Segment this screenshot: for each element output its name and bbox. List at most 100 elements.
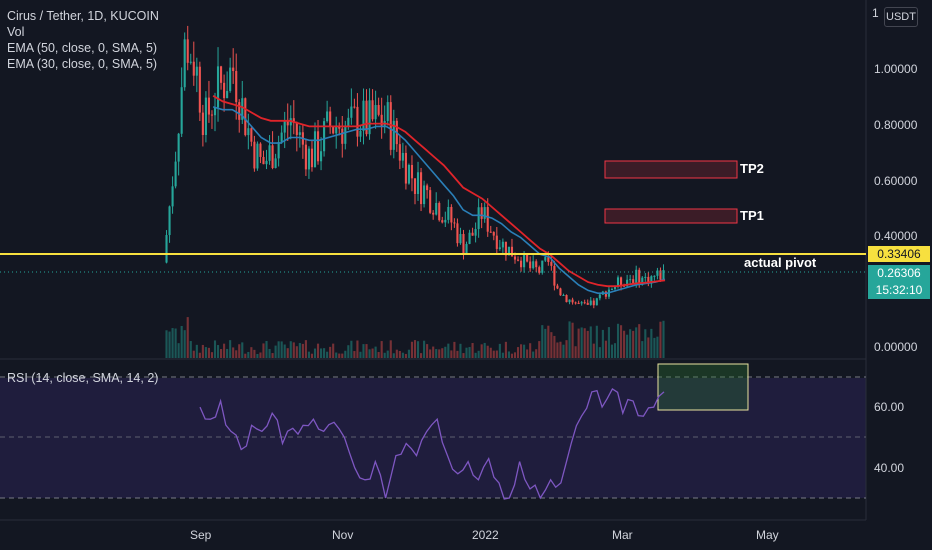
volume-bar <box>623 330 626 358</box>
candle-body <box>486 207 489 232</box>
candle-body <box>274 158 277 169</box>
candle-body <box>592 300 595 306</box>
volume-bar <box>641 341 644 358</box>
volume-bar <box>613 343 617 358</box>
candle-body <box>186 39 189 63</box>
candle-body <box>244 98 247 136</box>
candle-body <box>435 203 438 215</box>
volume-bar <box>220 348 223 358</box>
tp2-zone[interactable] <box>604 160 738 179</box>
volume-bar <box>513 352 517 358</box>
volume-bar <box>189 341 192 358</box>
volume-bar <box>316 343 320 358</box>
volume-bar <box>377 352 380 358</box>
volume-bar <box>213 340 217 358</box>
candle-body <box>359 130 362 137</box>
volume-bar <box>583 328 586 358</box>
candle-body <box>332 126 335 134</box>
tp1-label: TP1 <box>740 208 764 223</box>
volume-indicator-label[interactable]: Vol <box>7 25 25 39</box>
candle-body <box>492 232 495 236</box>
candle-body <box>413 178 417 194</box>
candle-body <box>577 302 580 304</box>
volume-bar <box>413 340 417 358</box>
volume-bar <box>568 321 571 358</box>
symbol-title[interactable]: Cirus / Tether, 1D, KUCOIN <box>7 9 159 23</box>
volume-bar <box>410 341 414 358</box>
volume-bar <box>226 348 229 358</box>
candle-body <box>232 67 235 72</box>
candle-body <box>501 241 504 248</box>
volume-bar <box>516 347 520 358</box>
chart-legend: Cirus / Tether, 1D, KUCOIN Vol EMA (50, … <box>7 8 159 72</box>
candle-body <box>198 66 201 113</box>
candle-body <box>401 152 404 161</box>
candle-body <box>326 111 329 122</box>
volume-bar <box>441 348 444 358</box>
volume-bar <box>429 349 432 358</box>
tp1-zone[interactable] <box>604 208 738 224</box>
candle-body <box>323 121 326 152</box>
x-tick-2022: 2022 <box>472 528 499 542</box>
candle-body <box>347 117 350 126</box>
volume-bar <box>344 350 347 358</box>
volume-bar <box>280 341 283 358</box>
volume-bar <box>271 353 274 358</box>
volume-bar <box>207 347 210 358</box>
volume-bar <box>180 325 183 358</box>
volume-bar <box>483 342 486 358</box>
volume-bar <box>532 351 535 358</box>
volume-bar <box>347 345 350 358</box>
volume-bar <box>589 326 592 358</box>
volume-bar <box>259 352 262 358</box>
candlesticks <box>165 25 665 309</box>
volume-bar <box>407 349 410 358</box>
currency-button[interactable]: USDT <box>884 7 918 27</box>
candle-body <box>283 120 286 133</box>
candle-body <box>292 118 295 123</box>
volume-bar <box>489 347 492 358</box>
volume-bar <box>420 353 423 358</box>
candle-body <box>626 279 629 287</box>
candle-body <box>444 219 447 223</box>
y-tick-0.60000: 0.60000 <box>874 174 918 188</box>
volume-bar <box>232 347 235 358</box>
rsi-highlight-box[interactable] <box>657 363 749 411</box>
candle-body <box>589 300 592 305</box>
volume-bar <box>656 336 659 358</box>
volume-bar <box>341 353 344 358</box>
volume-bar <box>580 327 583 358</box>
candle-body <box>535 261 538 268</box>
candle-body <box>604 291 607 297</box>
candle-body <box>380 114 383 126</box>
volume-bar <box>562 344 565 358</box>
candle-body <box>495 235 498 249</box>
ema50-indicator-label[interactable]: EMA (50, close, 0, SMA, 5) <box>7 41 158 55</box>
volume-bar <box>416 341 420 358</box>
ema30-indicator-label[interactable]: EMA (30, close, 0, SMA, 5) <box>7 57 158 71</box>
volume-bar <box>326 351 329 358</box>
volume-bar <box>253 349 256 358</box>
volume-bar <box>247 351 250 358</box>
volume-bar <box>307 351 310 358</box>
volume-bar <box>359 351 362 358</box>
candle-body <box>586 302 589 305</box>
candle-body <box>638 269 641 285</box>
candle-body <box>247 128 250 136</box>
candle-body <box>547 257 550 262</box>
volume-bar <box>471 342 474 358</box>
volume-bar <box>541 325 544 358</box>
rsi-indicator-label[interactable]: RSI (14, close, SMA, 14, 2) <box>7 371 159 385</box>
candle-body <box>362 100 365 131</box>
x-tick-sep: Sep <box>190 528 212 542</box>
candle-body <box>235 71 238 103</box>
volume-bar <box>498 343 501 358</box>
pivot-label: actual pivot <box>744 255 817 270</box>
volume-bar <box>523 344 526 358</box>
candle-body <box>532 261 535 269</box>
volume-bar <box>450 350 453 358</box>
volume-bar <box>313 348 317 358</box>
candle-body <box>171 186 174 207</box>
volume-bar <box>286 348 289 358</box>
